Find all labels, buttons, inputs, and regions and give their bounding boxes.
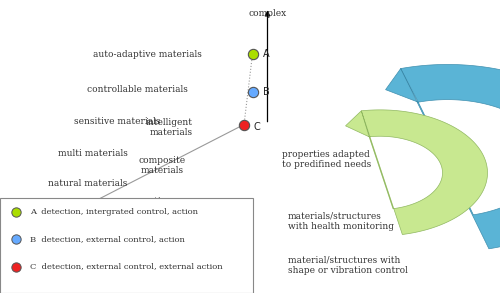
Text: complex: complex: [248, 9, 286, 18]
Text: C: C: [254, 122, 261, 132]
Text: B  detection, external control, action: B detection, external control, action: [30, 235, 185, 243]
Text: properties
a priori given: properties a priori given: [116, 197, 178, 216]
Text: material/structures with
shape or vibration control: material/structures with shape or vibrat…: [288, 255, 408, 275]
Point: [248, 90, 256, 95]
Text: materials/structures
with health monitoring: materials/structures with health monitor…: [288, 212, 394, 231]
Text: A: A: [262, 49, 269, 59]
Text: A  detection, intergrated control, action: A detection, intergrated control, action: [30, 208, 198, 217]
Text: properties adapted
to predifined needs: properties adapted to predifined needs: [282, 150, 372, 169]
Point: [12, 210, 20, 215]
Text: controllable materials: controllable materials: [87, 85, 188, 94]
Point: [12, 264, 20, 269]
Point: [248, 52, 256, 57]
PathPatch shape: [386, 64, 500, 249]
Point: [240, 122, 248, 127]
Text: multi materials: multi materials: [58, 149, 128, 158]
PathPatch shape: [346, 110, 488, 234]
Text: auto-adaptive materials: auto-adaptive materials: [93, 50, 202, 59]
Text: sensitive materials: sensitive materials: [74, 117, 161, 126]
Text: natural materials: natural materials: [48, 179, 127, 188]
Point: [12, 236, 20, 241]
FancyBboxPatch shape: [0, 198, 252, 293]
Text: C  detection, external control, external action: C detection, external control, external …: [30, 263, 222, 271]
Text: intelligent
materials: intelligent materials: [146, 118, 192, 137]
Text: B: B: [262, 87, 269, 97]
Text: composite
materials: composite materials: [139, 156, 186, 175]
Text: simple: simple: [28, 211, 58, 220]
